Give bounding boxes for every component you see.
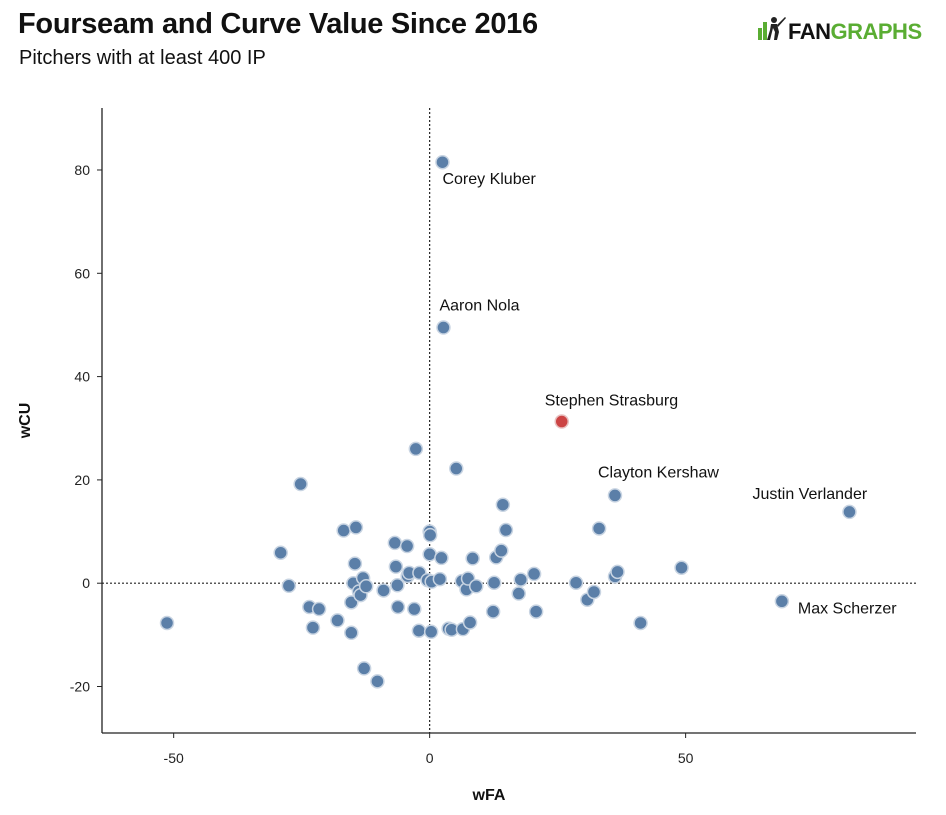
y-axis-label: wCU	[17, 403, 34, 440]
data-point-labeled	[774, 594, 790, 609]
data-point	[390, 599, 406, 615]
data-point	[633, 615, 648, 631]
data-point	[526, 566, 542, 582]
data-point	[370, 674, 385, 689]
data-point	[513, 572, 529, 587]
data-point	[348, 520, 364, 535]
data-point	[159, 615, 175, 631]
point-label: Max Scherzer	[798, 600, 897, 617]
data-point	[305, 620, 321, 635]
point-label: Clayton Kershaw	[598, 464, 719, 481]
x-tick-label: -50	[164, 750, 184, 766]
data-point	[311, 601, 327, 617]
point-labels: Corey Kluber Aaron Nola Stephen Strasburg C…	[439, 171, 897, 617]
data-point	[422, 527, 438, 543]
data-point	[390, 578, 405, 593]
data-point	[586, 584, 602, 600]
y-tick-label: 20	[74, 472, 90, 488]
data-point	[408, 441, 424, 457]
data-point	[387, 535, 403, 551]
logo-text: FANGRAPHS	[788, 19, 922, 44]
data-point	[511, 586, 526, 601]
data-point	[528, 604, 544, 619]
chart-subtitle: Pitchers with at least 400 IP	[19, 47, 266, 69]
data-point	[674, 560, 689, 575]
point-label: Aaron Nola	[439, 298, 519, 315]
data-point	[610, 564, 625, 580]
point-label: Justin Verlander	[752, 486, 867, 503]
data-point	[293, 476, 308, 492]
data-point	[432, 571, 448, 587]
data-point	[376, 583, 391, 598]
data-point	[449, 461, 464, 476]
y-tick-label: 60	[74, 265, 90, 281]
batter-icon	[767, 17, 786, 40]
data-point	[498, 522, 514, 538]
data-point	[356, 661, 372, 676]
x-tick-label: 0	[426, 750, 434, 766]
data-point	[494, 543, 509, 558]
y-tick-label: 80	[74, 162, 90, 178]
data-point	[486, 575, 502, 590]
data-point	[399, 538, 415, 554]
fangraphs-logo: FANGRAPHS	[758, 17, 922, 44]
data-points	[159, 154, 857, 689]
data-point	[330, 613, 345, 628]
data-point	[434, 550, 449, 566]
data-point	[485, 604, 501, 619]
data-point-labeled	[554, 414, 569, 429]
data-point	[468, 579, 484, 594]
data-point	[422, 547, 437, 562]
x-tick-label: 50	[678, 750, 694, 766]
data-point	[423, 624, 439, 640]
data-point	[388, 559, 404, 574]
data-point-labeled	[436, 320, 451, 335]
data-point-labeled	[435, 154, 450, 170]
data-point	[462, 615, 478, 630]
data-point	[273, 545, 288, 560]
axes: -50 0 50 -20 0 20 40 60 80 wFA wCU	[17, 108, 916, 804]
y-tick-label: -20	[70, 679, 90, 695]
data-point	[591, 521, 607, 536]
y-tick-label: 40	[74, 369, 90, 385]
data-point	[407, 601, 422, 617]
data-point	[358, 579, 374, 594]
y-tick-label: 0	[82, 575, 90, 591]
x-axis-label: wFA	[472, 787, 506, 804]
data-point-labeled	[842, 504, 857, 520]
data-point	[281, 578, 297, 594]
point-label: Stephen Strasburg	[545, 393, 678, 410]
data-point-labeled	[607, 488, 623, 503]
data-point	[465, 551, 480, 566]
reference-lines	[102, 108, 916, 733]
data-point	[568, 575, 584, 590]
data-point	[495, 497, 511, 512]
chart-title: Fourseam and Curve Value Since 2016	[18, 8, 538, 40]
data-point	[336, 523, 351, 538]
point-label: Corey Kluber	[442, 171, 536, 188]
data-point	[344, 625, 359, 641]
data-point	[411, 623, 427, 638]
data-point	[347, 556, 363, 571]
